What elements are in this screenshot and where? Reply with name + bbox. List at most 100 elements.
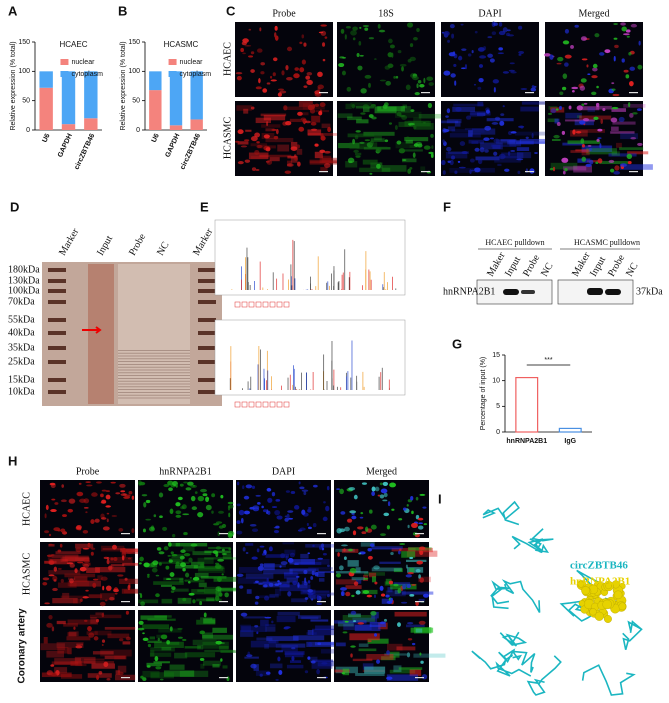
tissue-texture [198, 565, 224, 571]
gel-band [118, 352, 190, 354]
tissue-texture [104, 626, 136, 630]
cell [341, 672, 346, 675]
tissue-texture [250, 143, 268, 147]
cell [614, 44, 619, 49]
cell [200, 563, 204, 568]
tissue-texture [270, 663, 283, 669]
cell [396, 140, 402, 145]
cell [250, 663, 257, 669]
tissue-texture [384, 581, 393, 586]
tissue-texture [265, 128, 275, 132]
cell [395, 75, 399, 79]
cell [287, 557, 294, 563]
tissue-texture [268, 640, 279, 644]
cell [544, 53, 551, 57]
cell [268, 582, 274, 587]
cell [274, 583, 280, 586]
cell [220, 658, 223, 662]
cell [307, 580, 311, 584]
tissue-texture [369, 621, 386, 627]
tissue-texture [302, 590, 330, 593]
cell [274, 35, 279, 41]
cell [354, 135, 359, 140]
tissue-texture [320, 167, 328, 173]
y-tick-label: 0 [136, 127, 140, 134]
cell [326, 593, 330, 598]
cell [171, 586, 176, 591]
tissue-texture [610, 131, 635, 134]
tissue-texture [500, 139, 517, 142]
cell [236, 520, 241, 525]
cell [628, 52, 632, 56]
column-header: Merged [366, 466, 397, 477]
tissue-texture [163, 670, 195, 677]
cell [163, 484, 170, 488]
cell [200, 488, 207, 493]
cell [604, 49, 611, 54]
cell [138, 480, 142, 486]
column-header: Merged [579, 8, 610, 19]
cell [579, 85, 586, 91]
cell [155, 593, 160, 598]
tissue-texture [107, 633, 130, 639]
rna-backbone [495, 653, 532, 677]
cell [384, 139, 389, 143]
cell [218, 525, 224, 529]
tissue-texture [57, 646, 69, 654]
marker-band [48, 268, 66, 272]
cell [374, 581, 378, 585]
cell [346, 518, 353, 523]
tissue-texture [554, 118, 560, 124]
cell [373, 565, 380, 570]
cell [307, 589, 314, 593]
cell [414, 92, 420, 96]
cell [374, 633, 378, 637]
cell [412, 152, 416, 158]
tissue-texture [320, 649, 340, 654]
gel-band [118, 380, 190, 382]
tissue-texture [220, 588, 246, 591]
cell [188, 557, 193, 563]
tissue-texture [153, 581, 184, 585]
tissue-texture [296, 148, 303, 155]
tissue-texture [519, 138, 551, 144]
tissue-texture [570, 150, 589, 153]
rna-backbone [622, 620, 643, 650]
tissue-texture [475, 156, 500, 161]
cell [358, 41, 362, 46]
tissue-texture [362, 159, 378, 165]
cell [78, 482, 82, 485]
cell [168, 487, 173, 492]
cell [84, 619, 88, 622]
tissue-texture [289, 559, 315, 565]
cell [141, 494, 148, 497]
tissue-texture [407, 567, 424, 573]
cell [629, 113, 634, 118]
cell [297, 111, 303, 116]
cell [420, 660, 424, 664]
cell [426, 76, 434, 81]
cell [44, 513, 47, 519]
x-tick-label: IgG [564, 438, 576, 445]
tissue-texture [286, 577, 298, 583]
cell [597, 128, 603, 132]
cell [308, 506, 312, 509]
cell [48, 614, 53, 620]
cell [48, 574, 55, 577]
cell [398, 550, 401, 555]
tissue-texture [260, 619, 269, 627]
cell [221, 548, 225, 552]
cell [313, 484, 318, 488]
tissue-texture [297, 584, 308, 589]
tissue-texture [253, 581, 270, 584]
gel-band [118, 369, 190, 371]
row-label: HCAEC [21, 492, 32, 526]
cell [413, 37, 418, 41]
blot-band [587, 288, 603, 295]
cell [221, 573, 224, 576]
cell [364, 74, 372, 79]
tissue-texture [405, 139, 413, 144]
cell [370, 611, 377, 616]
tissue-texture [56, 641, 84, 648]
tissue-texture [173, 588, 189, 592]
